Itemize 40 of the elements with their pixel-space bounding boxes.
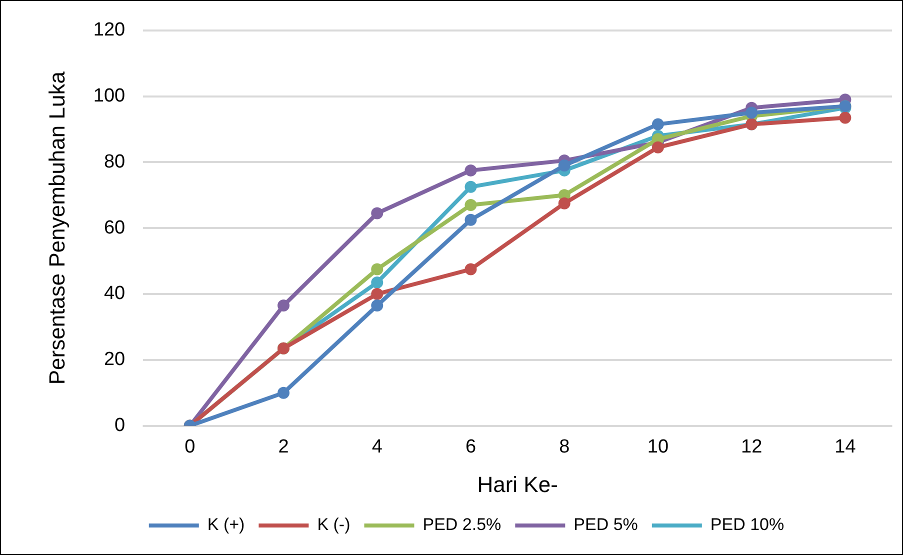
x-tick-label: 2	[278, 436, 289, 458]
point	[464, 164, 477, 176]
x-tick-label: 10	[647, 436, 669, 458]
point	[558, 159, 570, 172]
point	[746, 106, 758, 119]
point	[371, 300, 384, 312]
point	[839, 112, 852, 124]
point	[652, 118, 664, 130]
x-tick-label: 6	[465, 436, 476, 458]
point	[464, 199, 477, 212]
x-tick-label: 12	[741, 436, 762, 458]
y-tick-label: 80	[104, 151, 126, 172]
x-tick-label: 14	[834, 436, 856, 458]
y-tick-label: 60	[104, 217, 126, 238]
point	[371, 207, 384, 220]
point	[464, 214, 477, 226]
point	[464, 180, 477, 193]
point	[371, 263, 384, 276]
y-tick-label: 120	[93, 20, 126, 41]
legend-label: PED 2.5%	[422, 515, 502, 534]
point	[278, 300, 290, 312]
y-tick-label: 20	[104, 349, 126, 370]
legend-label: K (+)	[207, 515, 245, 534]
legend-label: PED 10%	[710, 515, 784, 534]
legend-label: PED 5%	[574, 515, 638, 534]
x-tick-label: 8	[559, 436, 570, 458]
x-tick-label: 0	[184, 436, 196, 458]
point	[558, 197, 570, 210]
x-axis-title: Hari Ke-	[477, 472, 558, 497]
point	[464, 263, 477, 276]
y-tick-label: 0	[114, 415, 126, 436]
y-axis-title: Persentase Penyembuhan Luka	[44, 70, 70, 385]
point	[278, 386, 290, 399]
point	[371, 276, 384, 288]
point	[652, 141, 664, 154]
x-tick-label: 4	[372, 436, 383, 458]
y-tick-label: 40	[104, 283, 126, 304]
point	[371, 288, 384, 300]
legend-label: K (-)	[317, 515, 350, 534]
y-tick-label: 100	[93, 86, 126, 107]
